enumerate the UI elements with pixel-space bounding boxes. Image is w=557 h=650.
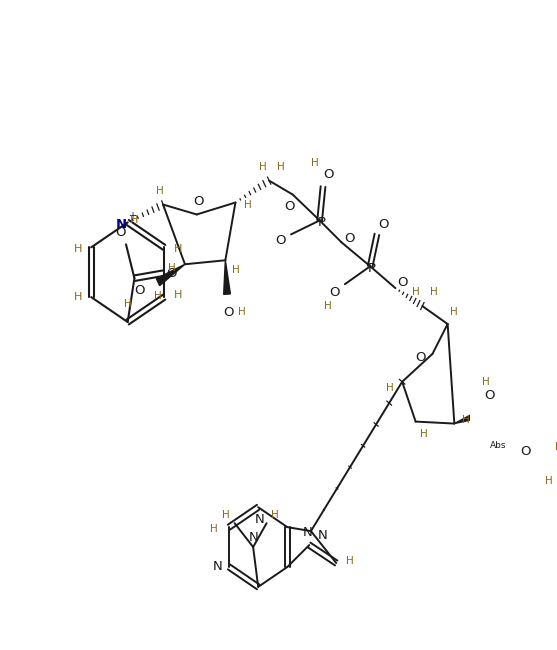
- Text: O: O: [345, 232, 355, 245]
- Text: N: N: [248, 530, 258, 543]
- Text: H: H: [420, 428, 428, 439]
- Text: H: H: [451, 307, 458, 317]
- Text: H: H: [168, 263, 175, 273]
- Text: H: H: [277, 162, 285, 172]
- Text: H: H: [210, 524, 218, 534]
- Text: O: O: [378, 218, 389, 231]
- Text: H: H: [482, 377, 490, 387]
- Text: H: H: [244, 200, 252, 209]
- Text: O: O: [416, 352, 426, 365]
- Text: O: O: [223, 306, 234, 318]
- Text: H: H: [124, 299, 131, 309]
- Text: H: H: [387, 383, 394, 393]
- Text: H: H: [222, 510, 230, 520]
- Text: O: O: [276, 234, 286, 247]
- Text: H: H: [238, 307, 246, 317]
- Text: H: H: [311, 158, 319, 168]
- Text: H: H: [545, 476, 553, 486]
- Text: H: H: [173, 290, 182, 300]
- Text: O: O: [323, 168, 333, 181]
- Polygon shape: [455, 410, 482, 424]
- Text: N: N: [318, 528, 328, 541]
- Text: H: H: [74, 292, 82, 302]
- Text: H: H: [412, 287, 419, 297]
- Text: Abs: Abs: [490, 441, 506, 450]
- Text: O: O: [284, 200, 295, 213]
- Text: H: H: [130, 215, 139, 226]
- Text: O: O: [134, 283, 145, 296]
- Text: P: P: [317, 216, 325, 229]
- Text: H: H: [258, 162, 266, 172]
- Text: O: O: [485, 389, 495, 402]
- Text: O: O: [520, 445, 530, 458]
- Text: H: H: [232, 265, 240, 275]
- Text: H: H: [271, 510, 279, 520]
- Text: O: O: [330, 285, 340, 298]
- Text: H: H: [462, 415, 470, 424]
- Text: O: O: [116, 226, 126, 239]
- Text: H: H: [346, 556, 354, 566]
- Text: H: H: [154, 291, 162, 301]
- Text: N: N: [255, 513, 265, 526]
- Text: H: H: [173, 244, 182, 254]
- Text: N: N: [116, 218, 128, 231]
- Text: H: H: [555, 443, 557, 452]
- Text: O: O: [397, 276, 407, 289]
- FancyBboxPatch shape: [481, 432, 515, 460]
- Polygon shape: [224, 260, 231, 294]
- Text: N: N: [302, 526, 312, 539]
- Text: O: O: [193, 195, 204, 208]
- Text: H: H: [430, 287, 438, 297]
- Text: P: P: [368, 262, 376, 275]
- Text: H: H: [324, 301, 332, 311]
- Text: N: N: [212, 560, 222, 573]
- Text: O: O: [166, 266, 177, 280]
- Text: +: +: [128, 211, 136, 222]
- Polygon shape: [157, 265, 185, 285]
- Text: H: H: [74, 244, 82, 254]
- Text: H: H: [156, 186, 164, 196]
